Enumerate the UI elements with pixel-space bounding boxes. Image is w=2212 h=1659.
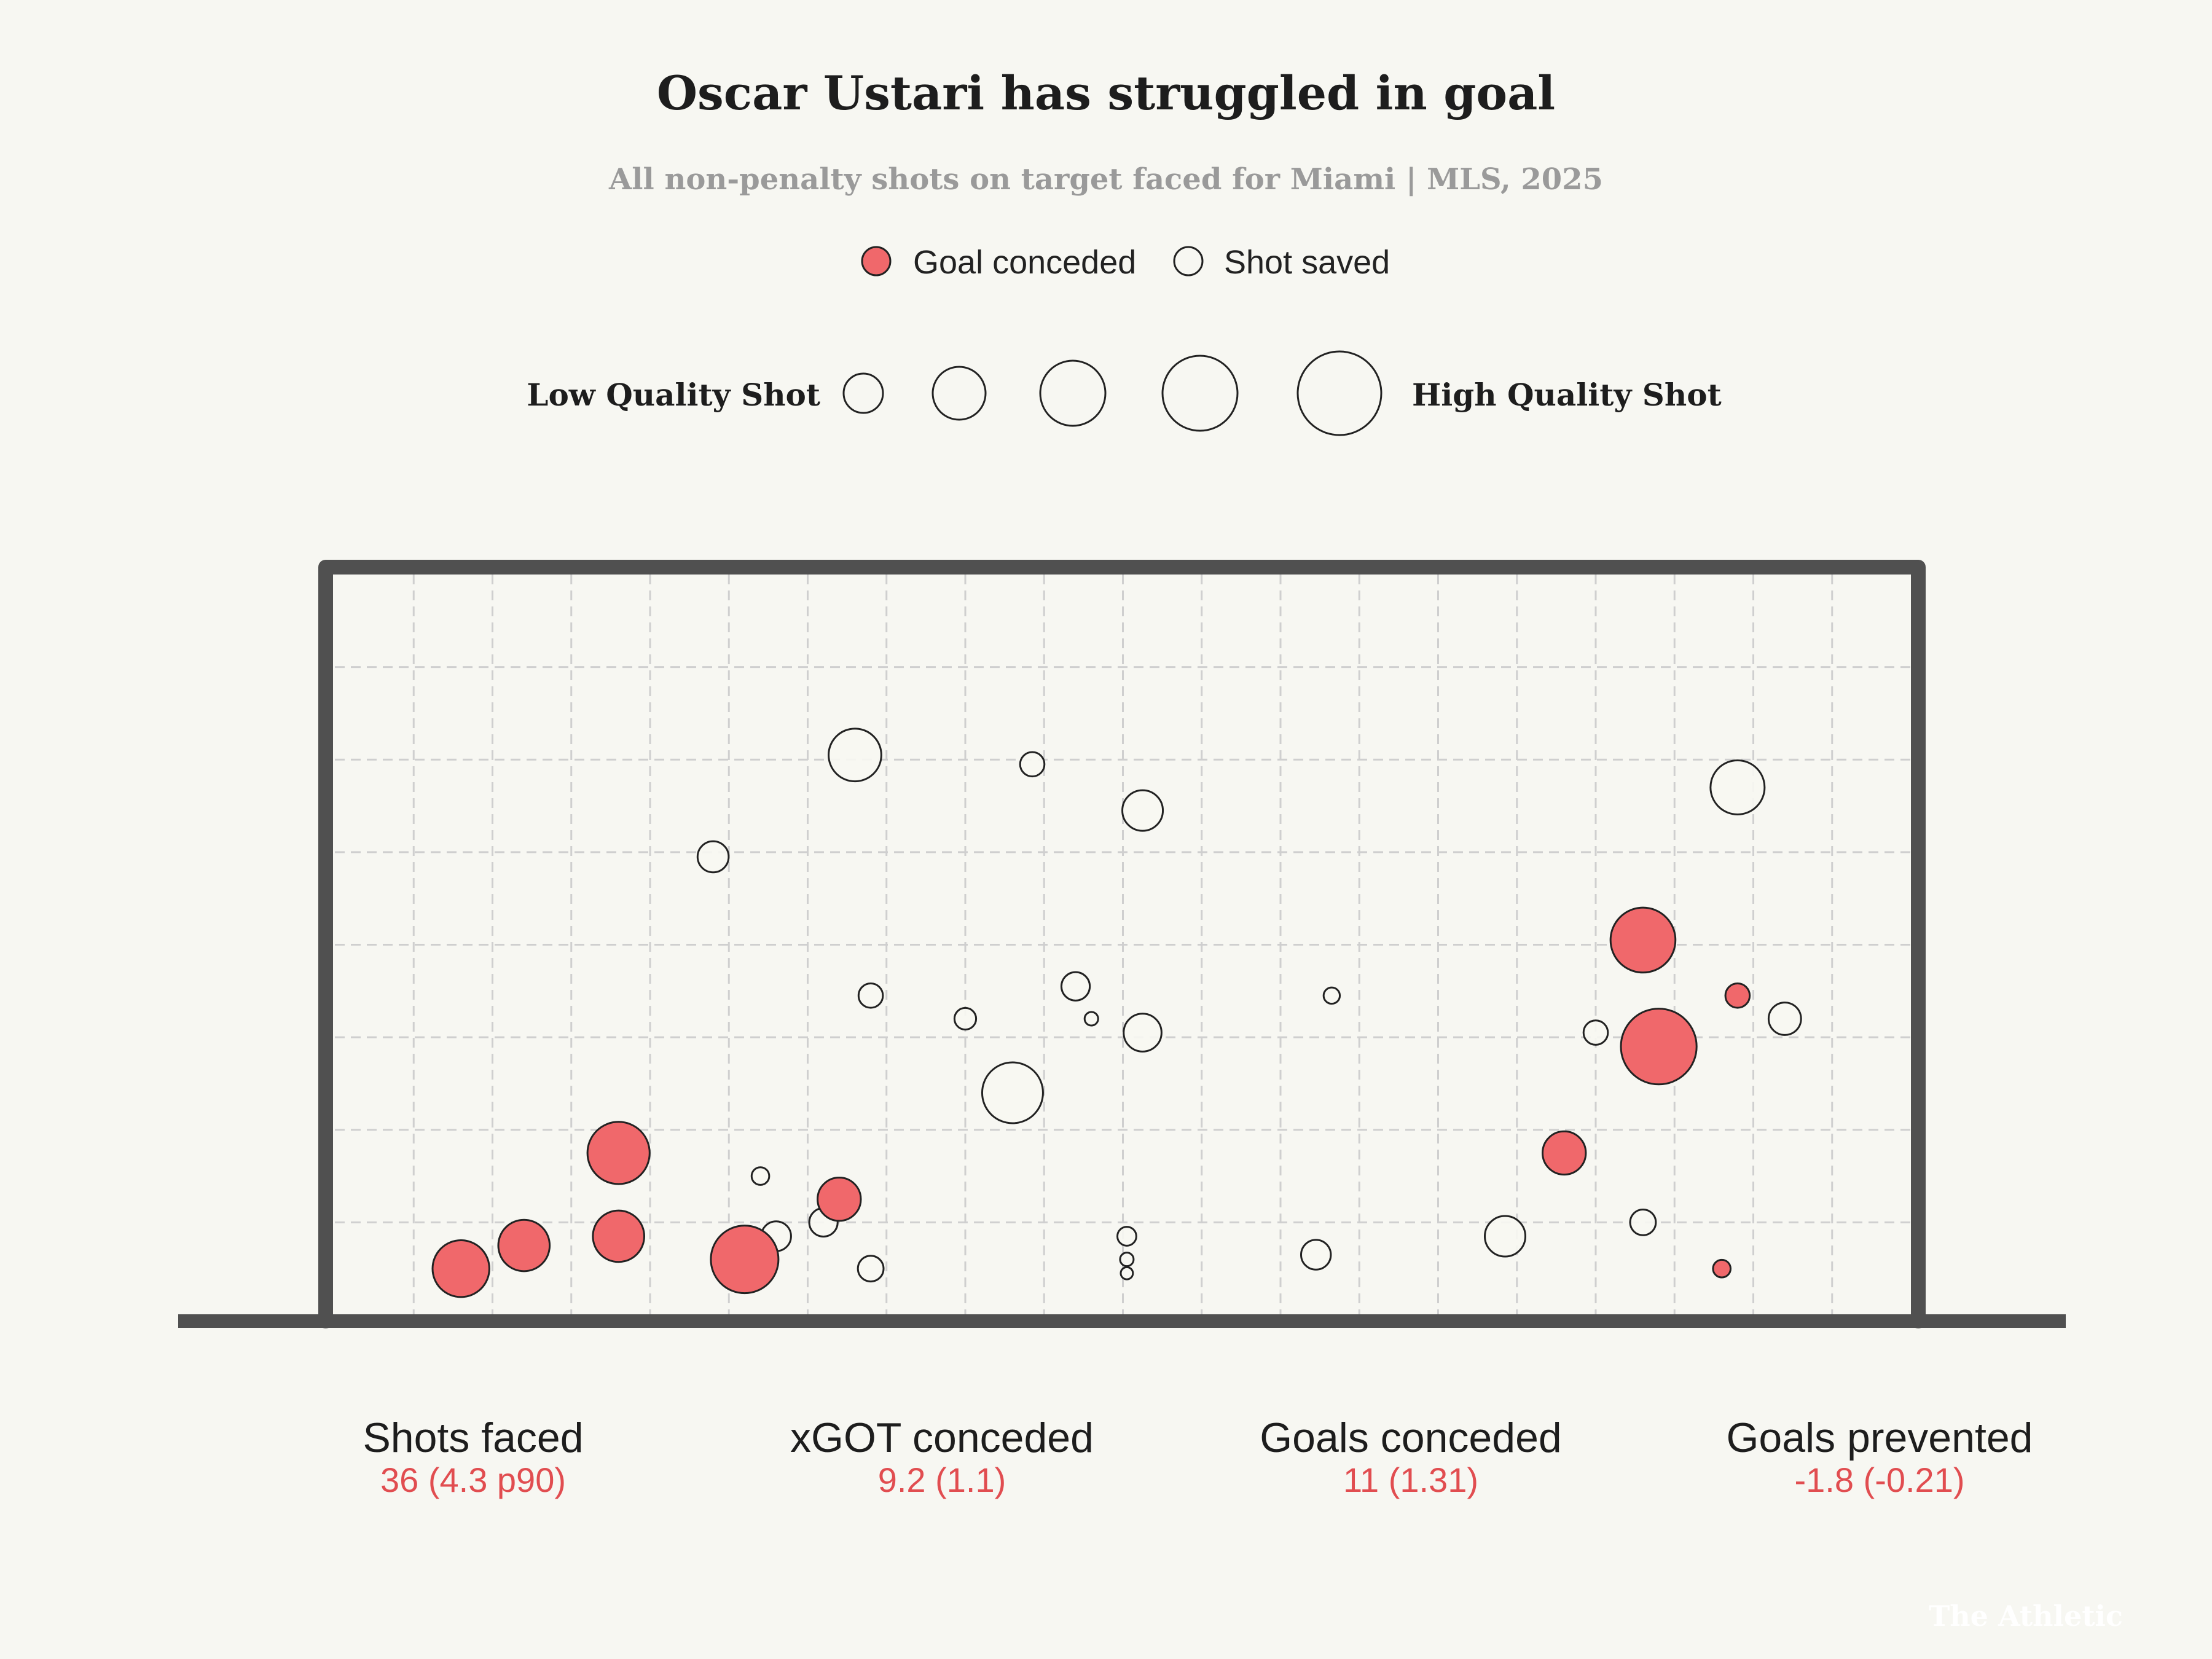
stat-value: 11 (1.31) (1343, 1461, 1478, 1499)
stat-value: -1.8 (-0.21) (1795, 1461, 1965, 1499)
shot-point-saved (1120, 1266, 1134, 1281)
shot-point-goal (1620, 1008, 1698, 1086)
shot-point-saved (1709, 759, 1766, 815)
shot-point-goal (497, 1218, 551, 1273)
stat-shots-faced: Shots faced 36 (4.3 p90) (363, 1414, 583, 1499)
shot-point-saved (1582, 1019, 1609, 1046)
shot-point-goal (1609, 906, 1677, 974)
size-legend-circle-1 (842, 372, 884, 414)
shot-point-saved (1123, 1013, 1163, 1053)
size-legend-low-label: Low Quality Shot (527, 377, 820, 413)
legend-goal-marker (861, 246, 892, 276)
shot-point-goal (592, 1209, 646, 1263)
size-legend-circle-2 (931, 366, 987, 421)
stat-xgot-conceded: xGOT conceded 9.2 (1.1) (790, 1414, 1094, 1499)
stat-label: xGOT conceded (790, 1414, 1094, 1461)
size-legend-circle-4 (1161, 355, 1239, 432)
shot-point-saved (1629, 1208, 1657, 1236)
stat-label: Goals conceded (1260, 1414, 1561, 1461)
stat-label: Goals prevented (1727, 1414, 2033, 1461)
shot-point-saved (981, 1061, 1044, 1124)
shot-point-saved (857, 1255, 885, 1283)
size-legend-circle-3 (1039, 359, 1107, 427)
stat-label: Shots faced (363, 1414, 583, 1461)
size-legend-high-label: High Quality Shot (1412, 377, 1722, 413)
stat-value: 9.2 (1.1) (878, 1461, 1006, 1499)
legend-saved-label: Shot saved (1224, 244, 1390, 281)
stat-value: 36 (4.3 p90) (380, 1461, 566, 1499)
shot-point-goal (431, 1239, 490, 1298)
size-legend-circle-5 (1296, 350, 1382, 436)
brand-logo: The Athletic (1929, 1599, 2123, 1633)
legend-saved-marker (1173, 246, 1204, 276)
chart-subtitle: All non-penalty shots on target faced fo… (608, 162, 1603, 197)
shot-point-saved (1116, 1226, 1137, 1247)
shot-point-goal (1724, 982, 1751, 1009)
shot-point-saved (1083, 1011, 1099, 1027)
color-legend: Goal conceded Shot saved (861, 244, 1390, 281)
shot-point-goal (586, 1121, 651, 1185)
shot-point-goal (1542, 1130, 1587, 1176)
shot-point-saved (1322, 986, 1341, 1005)
stat-goals-conceded: Goals conceded 11 (1.31) (1260, 1414, 1561, 1499)
stat-goals-prevented: Goals prevented -1.8 (-0.21) (1727, 1414, 2033, 1499)
shot-point-saved (1484, 1215, 1527, 1258)
goal-frame (318, 560, 1926, 1328)
shot-point-goal (710, 1225, 780, 1295)
shot-point-saved (750, 1166, 771, 1186)
shot-point-saved (1767, 1002, 1802, 1036)
shot-point-saved (1121, 789, 1164, 832)
shot-point-saved (953, 1006, 978, 1031)
shot-point-goal (817, 1177, 862, 1222)
size-legend: Low Quality Shot High Quality Shot (527, 350, 1722, 436)
shot-point-saved (1060, 971, 1091, 1002)
shot-point-saved (1019, 751, 1046, 778)
shot-point-saved (828, 728, 882, 783)
shot-points (431, 728, 1802, 1298)
shot-point-saved (1119, 1252, 1135, 1268)
shot-point-saved (857, 982, 884, 1009)
legend-goal-label: Goal conceded (913, 244, 1136, 281)
shot-point-saved (1300, 1239, 1332, 1271)
shot-point-goal (1712, 1258, 1732, 1279)
shot-point-saved (696, 840, 730, 874)
chart-title: Oscar Ustari has struggled in goal (657, 66, 1555, 120)
